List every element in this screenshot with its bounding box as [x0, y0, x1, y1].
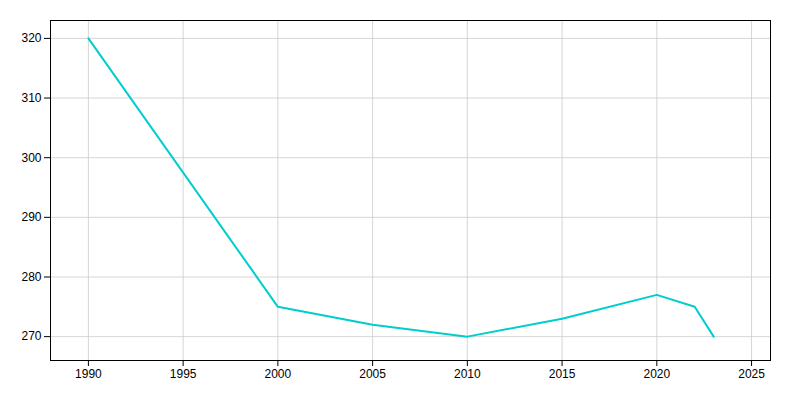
svg-text:270: 270 — [21, 329, 41, 343]
svg-text:1995: 1995 — [170, 367, 197, 381]
svg-text:2000: 2000 — [265, 367, 292, 381]
svg-text:310: 310 — [21, 91, 41, 105]
svg-text:300: 300 — [21, 151, 41, 165]
svg-text:2025: 2025 — [738, 367, 765, 381]
svg-text:290: 290 — [21, 210, 41, 224]
svg-text:280: 280 — [21, 270, 41, 284]
svg-text:2015: 2015 — [549, 367, 576, 381]
svg-text:2010: 2010 — [454, 367, 481, 381]
svg-text:2020: 2020 — [643, 367, 670, 381]
svg-text:1990: 1990 — [75, 367, 102, 381]
svg-text:320: 320 — [21, 31, 41, 45]
svg-text:2005: 2005 — [359, 367, 386, 381]
